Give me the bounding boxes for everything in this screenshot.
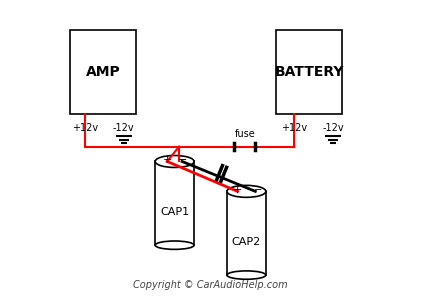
- Bar: [276, 30, 342, 114]
- Ellipse shape: [155, 241, 194, 249]
- Text: CAP2: CAP2: [232, 237, 261, 247]
- Text: +: +: [163, 155, 172, 165]
- Text: −−: −−: [247, 185, 264, 195]
- Text: +: +: [233, 185, 242, 195]
- Bar: [155, 161, 194, 245]
- Text: −: −: [177, 155, 187, 165]
- Ellipse shape: [227, 271, 266, 279]
- Text: +12v: +12v: [281, 123, 307, 132]
- Ellipse shape: [155, 155, 194, 167]
- Text: -12v: -12v: [322, 123, 344, 132]
- Text: -12v: -12v: [113, 123, 135, 132]
- Text: CAP1: CAP1: [160, 207, 189, 217]
- Text: Copyright © CarAudioHelp.com: Copyright © CarAudioHelp.com: [133, 280, 288, 290]
- Bar: [227, 191, 266, 275]
- Ellipse shape: [227, 185, 266, 197]
- Text: BATTERY: BATTERY: [274, 65, 344, 79]
- Text: +12v: +12v: [72, 123, 98, 132]
- Bar: [70, 30, 136, 114]
- Text: AMP: AMP: [85, 65, 120, 79]
- Text: fuse: fuse: [234, 129, 255, 139]
